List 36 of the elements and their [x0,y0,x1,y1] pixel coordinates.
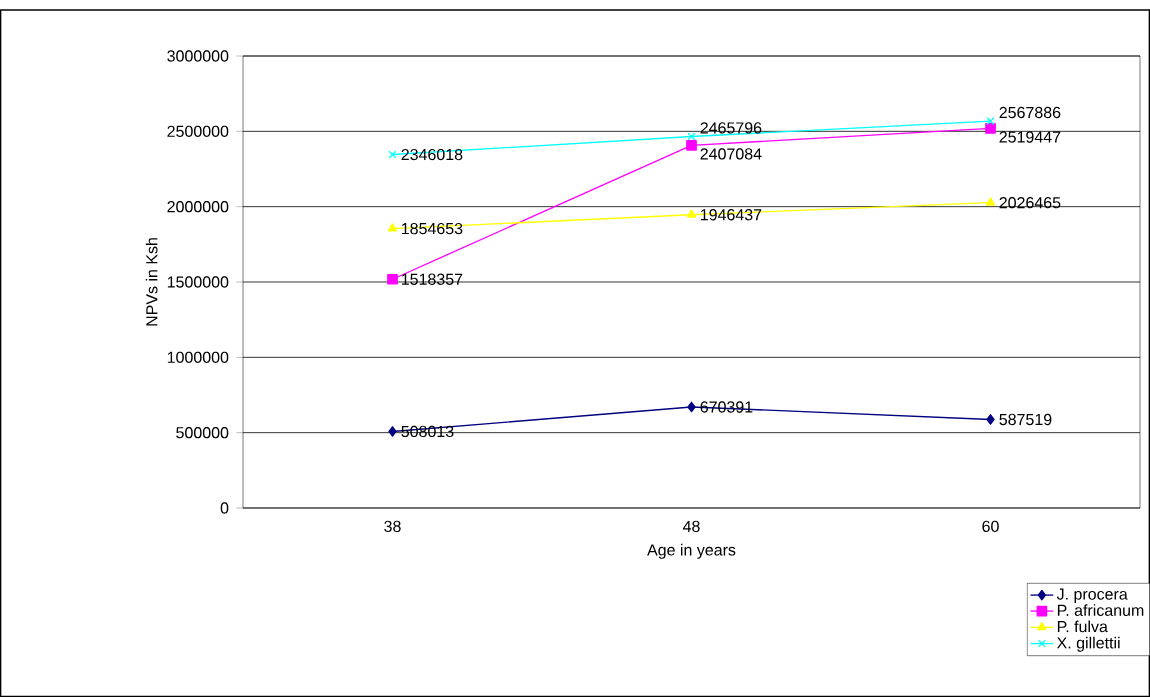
point [986,117,995,126]
data-label: 2567886 [999,106,1061,119]
point [686,209,697,218]
data-label: 2346018 [401,148,463,161]
y-tick-label: 3000000 [167,50,229,62]
point [687,401,696,413]
y-tick-label: 2500000 [167,125,229,137]
y-tick-label: 2000000 [167,201,229,213]
point [985,123,996,134]
data-label: 2407084 [700,148,762,160]
y-tick-label: 1500000 [167,276,229,288]
point [387,273,398,285]
y-tick-label: 1000000 [167,351,229,363]
legend-label: P. fulva [1057,620,1108,633]
point [985,197,996,206]
legend-label: J. procera [1056,588,1128,603]
point [388,150,397,159]
x-tick-label: 48 [682,520,700,533]
data-label: 587519 [999,413,1052,426]
x-tick-label: 60 [982,520,999,533]
x-axis-title: Age in years [647,543,736,559]
legend-label: X. gillettii [1056,636,1120,652]
data-label: 2026465 [999,197,1061,209]
data-label: 1518357 [401,273,463,285]
legend-label: P. africanum [1057,604,1144,616]
data-label: 2519447 [999,131,1061,143]
data-label: 2465796 [700,122,762,134]
point [388,426,397,437]
x-tick-label: 38 [384,520,401,533]
point [686,140,697,151]
point [986,414,995,425]
y-tick-label: 500000 [176,427,229,439]
point [387,223,398,232]
y-axis-title: NPVs in Ksh [145,238,158,326]
y-tick-label: 0 [220,502,229,514]
point [687,132,696,141]
